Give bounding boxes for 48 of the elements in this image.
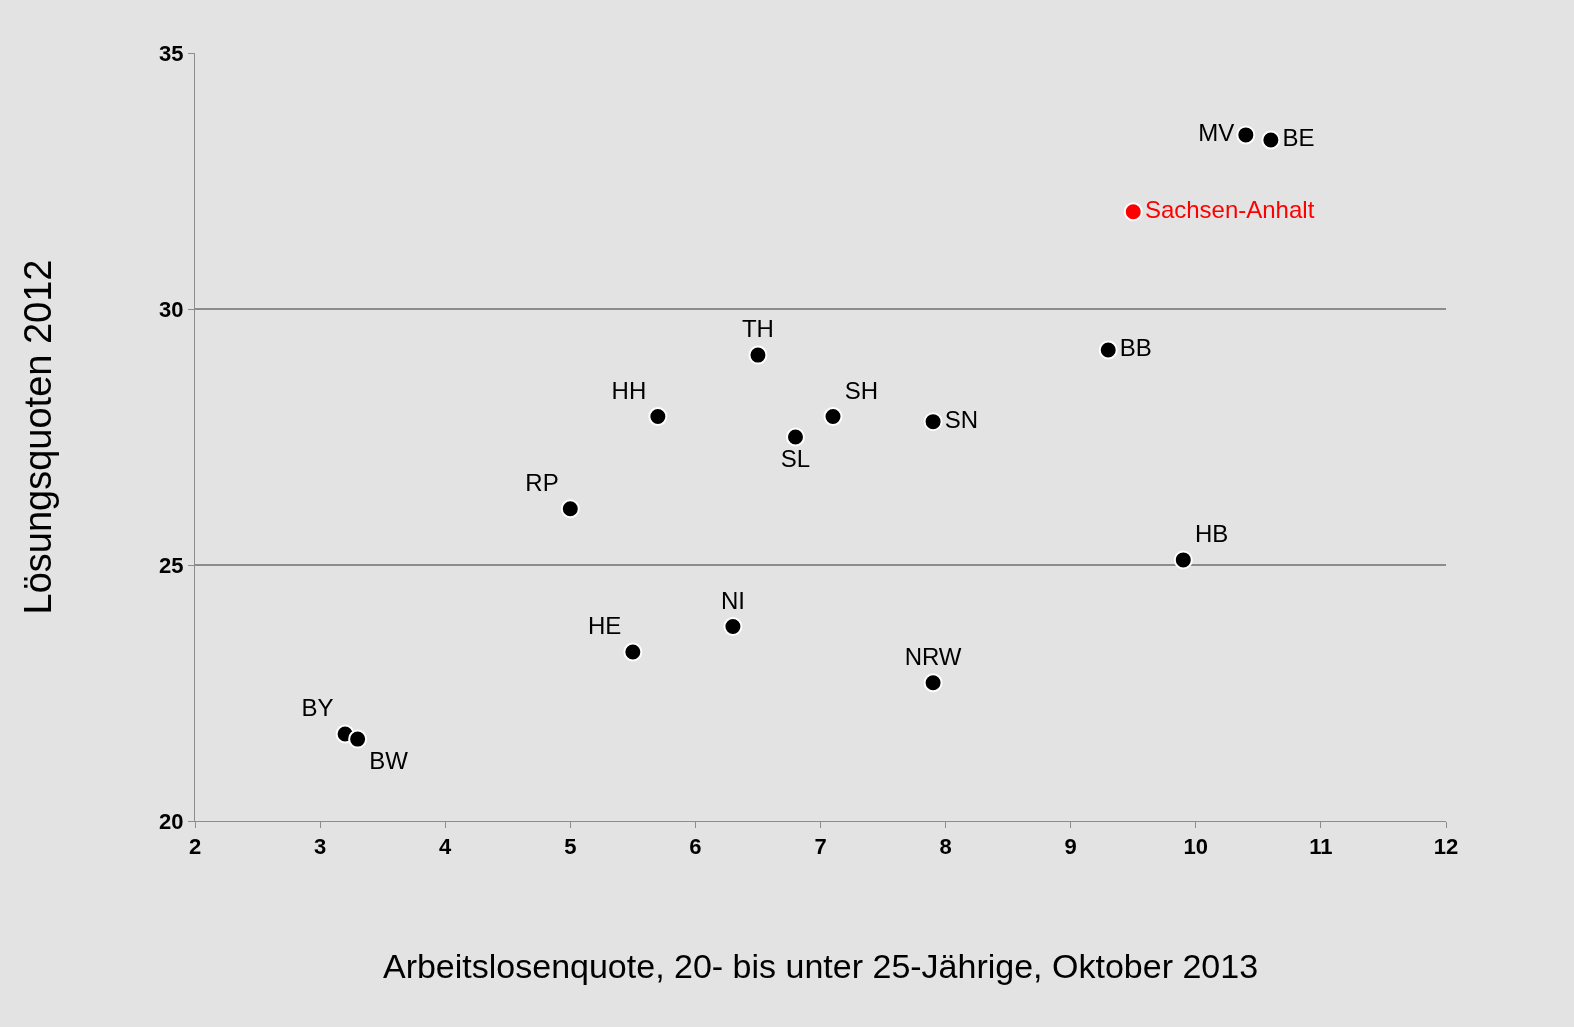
- point: [723, 616, 743, 636]
- series-label: BY: [301, 694, 334, 722]
- point: [1123, 202, 1143, 222]
- point: [823, 407, 843, 427]
- x-tick-label: 4: [439, 834, 453, 860]
- x-tick-label: 9: [1064, 834, 1077, 860]
- point: [748, 345, 768, 365]
- series-label: Sachsen-Anhalt: [1144, 195, 1315, 223]
- point: [1173, 550, 1193, 570]
- point: [623, 642, 643, 662]
- series-label: BB: [1119, 333, 1152, 361]
- series-label: RP: [525, 469, 559, 497]
- series-label: MV: [1198, 118, 1235, 146]
- x-tick-label: 2: [188, 834, 202, 860]
- point: [648, 407, 668, 427]
- series-label: HB: [1194, 520, 1229, 548]
- point: [1236, 125, 1256, 145]
- y-tick-label: 25: [159, 552, 184, 578]
- series-label: SH: [844, 376, 878, 404]
- series-label: BW: [369, 746, 409, 774]
- y-tick-label: 35: [159, 40, 184, 66]
- series-label: BE: [1282, 124, 1315, 152]
- x-tick-label: 10: [1183, 834, 1209, 860]
- series-label: NI: [720, 586, 745, 614]
- point: [785, 427, 805, 447]
- x-axis-title: Arbeitslosenquote, 20- bis unter 25-Jährige, Oktober 2013: [382, 946, 1259, 985]
- point: [1098, 340, 1118, 360]
- x-tick-label: 6: [689, 834, 702, 860]
- x-tick-label: 7: [814, 834, 827, 860]
- x-tick-label: 11: [1309, 834, 1333, 860]
- point: [560, 499, 580, 519]
- x-tick-label: 5: [564, 834, 577, 860]
- point: [923, 673, 943, 693]
- y-axis-title: Lösungsquoten 2012: [17, 259, 60, 615]
- point: [1261, 130, 1281, 150]
- y-tick-label: 30: [159, 296, 184, 322]
- x-tick-label: 8: [939, 834, 952, 860]
- series-label: NRW: [904, 643, 962, 671]
- series-label: SN: [944, 405, 979, 433]
- series-label: SL: [780, 444, 811, 472]
- y-tick-label: 20: [159, 808, 184, 834]
- x-tick-label: 3: [313, 834, 327, 860]
- point: [348, 729, 368, 749]
- series-label: TH: [741, 315, 774, 343]
- series-label: HE: [587, 612, 622, 640]
- series-label: HH: [611, 376, 647, 404]
- x-tick-label: 12: [1433, 834, 1459, 860]
- point: [923, 412, 943, 432]
